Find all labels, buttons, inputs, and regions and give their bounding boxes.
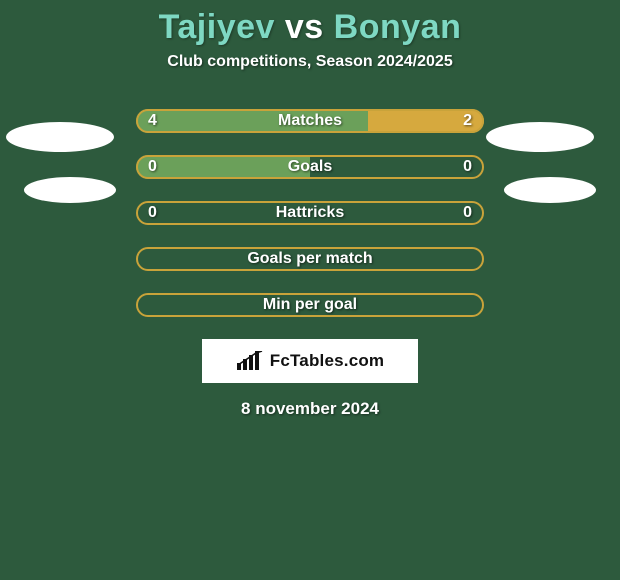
stat-row: Matches4 2 <box>136 109 484 133</box>
stat-value-left: 0 <box>148 204 157 222</box>
comparison-infographic: Tajiyev vs Bonyan Club competitions, Sea… <box>0 0 620 580</box>
stat-label: Matches <box>136 112 484 130</box>
title-vs: vs <box>285 8 324 46</box>
stat-value-left: 4 <box>148 112 157 130</box>
stat-row: Min per goal <box>136 293 484 317</box>
brand-text: FcTables.com <box>270 351 385 371</box>
date: 8 november 2024 <box>0 399 620 419</box>
title: Tajiyev vs Bonyan <box>0 0 620 47</box>
decorative-ellipse <box>486 122 594 152</box>
chart-bars-icon <box>236 351 264 371</box>
stat-row: Hattricks0 0 <box>136 201 484 225</box>
stat-label: Hattricks <box>136 204 484 222</box>
title-player2: Bonyan <box>334 8 462 46</box>
stat-label: Goals <box>136 158 484 176</box>
decorative-ellipse <box>504 177 596 203</box>
stat-value-right: 2 <box>463 112 472 130</box>
decorative-ellipse <box>24 177 116 203</box>
stat-value-right: 0 <box>463 204 472 222</box>
stat-label: Goals per match <box>136 250 484 268</box>
stat-value-left: 0 <box>148 158 157 176</box>
subtitle: Club competitions, Season 2024/2025 <box>0 53 620 71</box>
decorative-ellipse <box>6 122 114 152</box>
stat-label: Min per goal <box>136 296 484 314</box>
stat-value-right: 0 <box>463 158 472 176</box>
stat-row: Goals per match <box>136 247 484 271</box>
title-player1: Tajiyev <box>159 8 275 46</box>
brand-badge: FcTables.com <box>202 339 418 383</box>
stat-row: Goals0 0 <box>136 155 484 179</box>
